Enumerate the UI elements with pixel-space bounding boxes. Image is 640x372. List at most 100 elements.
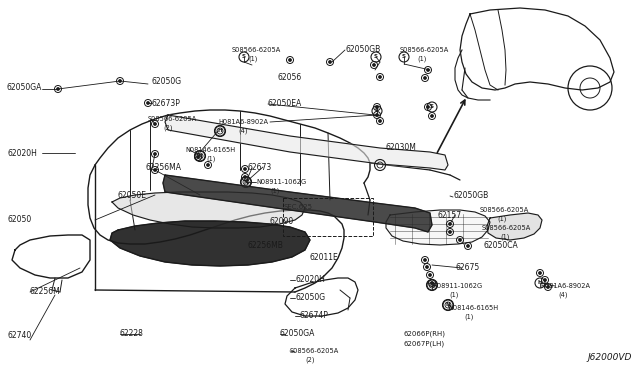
Circle shape — [424, 77, 426, 80]
Circle shape — [543, 279, 547, 282]
Text: S: S — [242, 55, 246, 60]
Text: 62050GA: 62050GA — [6, 83, 42, 93]
Text: (1): (1) — [248, 56, 257, 62]
Polygon shape — [112, 192, 305, 228]
Circle shape — [426, 68, 429, 71]
Text: S: S — [430, 105, 434, 109]
Circle shape — [376, 106, 378, 109]
Text: N08911-1062G: N08911-1062G — [256, 179, 306, 185]
Text: N: N — [198, 154, 202, 158]
Circle shape — [154, 122, 157, 125]
Circle shape — [426, 106, 429, 109]
Text: 62067P(LH): 62067P(LH) — [403, 341, 444, 347]
Text: (4): (4) — [238, 128, 248, 134]
Text: 62673P: 62673P — [152, 99, 181, 108]
Circle shape — [328, 61, 332, 64]
Text: 62050EA: 62050EA — [268, 99, 302, 109]
Text: N08146-6165H: N08146-6165H — [185, 147, 235, 153]
Text: 62090: 62090 — [270, 218, 294, 227]
Text: H081A6-8902A: H081A6-8902A — [540, 283, 590, 289]
Circle shape — [431, 282, 433, 285]
Text: 62030M: 62030M — [385, 144, 416, 153]
Text: S08566-6205A: S08566-6205A — [482, 225, 531, 231]
Text: 62674P: 62674P — [300, 311, 329, 321]
Circle shape — [154, 153, 157, 155]
Text: 62020H: 62020H — [7, 148, 37, 157]
Circle shape — [467, 244, 470, 247]
Text: 62673: 62673 — [248, 163, 272, 171]
Text: S08566-6205A: S08566-6205A — [232, 47, 281, 53]
Text: S: S — [402, 55, 406, 60]
Text: 62157: 62157 — [437, 211, 461, 219]
Polygon shape — [163, 175, 432, 232]
Text: 62066P(RH): 62066P(RH) — [403, 331, 445, 337]
Circle shape — [424, 259, 426, 262]
Polygon shape — [487, 213, 542, 240]
Circle shape — [378, 76, 381, 78]
Circle shape — [243, 176, 246, 179]
Text: H081A6-8902A: H081A6-8902A — [218, 119, 268, 125]
Text: 62050GB: 62050GB — [345, 45, 380, 55]
Text: (1): (1) — [206, 156, 216, 162]
Text: S08566-6205A: S08566-6205A — [400, 47, 449, 53]
Text: 62256MB: 62256MB — [248, 241, 284, 250]
Text: 62675: 62675 — [456, 263, 480, 273]
Text: S08566-6205A: S08566-6205A — [480, 207, 529, 213]
Text: 62050CA: 62050CA — [483, 241, 518, 250]
Text: S08566-6205A: S08566-6205A — [148, 116, 197, 122]
Text: (1): (1) — [417, 56, 426, 62]
Text: N: N — [244, 180, 248, 185]
Text: (1): (1) — [464, 314, 474, 320]
Text: (2): (2) — [305, 357, 314, 363]
Text: SEC.625: SEC.625 — [283, 204, 312, 210]
Circle shape — [289, 58, 291, 61]
Text: N: N — [429, 282, 435, 288]
Text: (2): (2) — [163, 125, 173, 131]
Polygon shape — [110, 221, 310, 266]
Circle shape — [207, 164, 209, 167]
Text: 62050G: 62050G — [295, 294, 325, 302]
Text: J62000VD: J62000VD — [588, 353, 632, 362]
Circle shape — [196, 155, 200, 158]
Text: (1): (1) — [500, 234, 509, 240]
Text: (1): (1) — [497, 216, 506, 222]
Text: H: H — [538, 280, 542, 285]
Text: N: N — [445, 302, 451, 308]
Circle shape — [538, 272, 541, 275]
Text: 62056: 62056 — [278, 74, 302, 83]
Polygon shape — [386, 210, 490, 245]
Text: 62050G: 62050G — [152, 77, 182, 86]
Circle shape — [378, 119, 381, 122]
Text: S: S — [375, 109, 379, 113]
Circle shape — [372, 64, 376, 67]
Circle shape — [431, 115, 433, 118]
Text: H: H — [218, 128, 222, 134]
Text: 62228: 62228 — [120, 330, 144, 339]
Text: 62256M: 62256M — [30, 288, 61, 296]
Text: 62256MA: 62256MA — [145, 164, 181, 173]
Text: 62020H: 62020H — [295, 276, 325, 285]
Text: S: S — [374, 55, 378, 60]
Text: (1): (1) — [270, 188, 280, 194]
Text: (1): (1) — [449, 292, 458, 298]
Circle shape — [243, 167, 246, 170]
Text: 62011E: 62011E — [310, 253, 339, 263]
Circle shape — [426, 266, 429, 269]
Bar — [283, 198, 373, 236]
Text: N08911-1062G: N08911-1062G — [432, 283, 482, 289]
Circle shape — [429, 273, 431, 276]
Circle shape — [154, 169, 157, 171]
Circle shape — [56, 87, 60, 90]
Text: 62740: 62740 — [7, 331, 31, 340]
Circle shape — [547, 285, 550, 289]
Text: (4): (4) — [558, 292, 568, 298]
Circle shape — [118, 80, 122, 83]
Text: N08146-6165H: N08146-6165H — [448, 305, 498, 311]
Text: 62050: 62050 — [7, 215, 31, 224]
Circle shape — [449, 222, 451, 225]
Text: 62050GB: 62050GB — [453, 192, 488, 201]
Circle shape — [449, 231, 451, 234]
Polygon shape — [165, 115, 448, 170]
Text: 62050E: 62050E — [118, 192, 147, 201]
Circle shape — [458, 238, 461, 241]
